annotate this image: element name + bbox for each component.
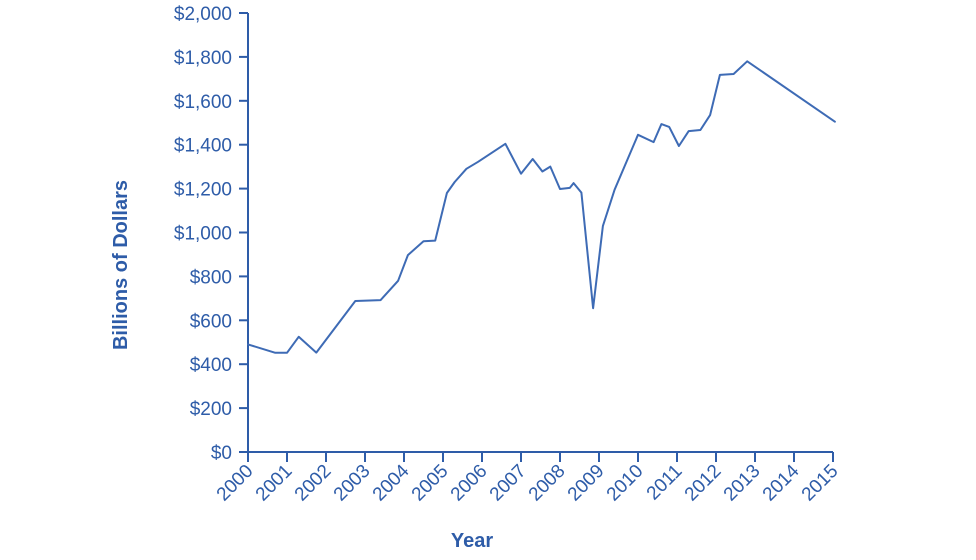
x-tick-label: 2010 xyxy=(603,461,648,506)
y-tick-label: $1,400 xyxy=(174,136,232,157)
y-tick-label: $400 xyxy=(190,355,232,376)
x-tick-label: 2004 xyxy=(369,460,414,505)
y-tick-label: $1,800 xyxy=(174,48,232,69)
x-tick-label: 2011 xyxy=(643,461,687,505)
y-tick-label: $600 xyxy=(190,311,232,332)
x-tick-label: 2008 xyxy=(525,461,570,506)
data-line xyxy=(247,60,836,354)
x-tick-label: 2014 xyxy=(759,460,804,505)
y-tick-label: $2,000 xyxy=(174,4,232,25)
x-axis: 2000200120022003200420052006200720082009… xyxy=(213,452,843,505)
y-axis-title: Billions of Dollars xyxy=(110,180,132,350)
x-tick-label: 2009 xyxy=(564,461,609,506)
y-tick-label: $1,000 xyxy=(174,224,232,245)
x-tick-label: 2002 xyxy=(291,461,336,506)
x-tick-label: 2015 xyxy=(798,461,843,506)
x-tick-label: 2013 xyxy=(720,461,765,506)
x-tick-label: 2003 xyxy=(330,461,375,506)
x-tick-label: 2006 xyxy=(447,461,492,506)
x-tick-label: 2001 xyxy=(252,461,297,506)
y-tick-label: $1,600 xyxy=(174,92,232,113)
y-tick-label: $800 xyxy=(190,267,232,288)
x-tick-label: 2007 xyxy=(486,461,531,506)
y-axis: $0 $200 $400 $600 $800 $1,000 $1,200 $1,400 $1,6… xyxy=(174,4,833,464)
x-axis-title: Year xyxy=(451,530,493,552)
y-tick-label: $0 xyxy=(211,443,232,464)
y-tick-label: $1,200 xyxy=(174,180,232,201)
x-tick-label: 2012 xyxy=(681,461,726,506)
series-billions-of-dollars xyxy=(247,60,836,354)
axis-spines xyxy=(247,13,833,453)
x-tick-label: 2005 xyxy=(408,461,453,506)
x-tick-label: 2000 xyxy=(213,461,258,506)
y-tick-label: $200 xyxy=(190,399,232,420)
